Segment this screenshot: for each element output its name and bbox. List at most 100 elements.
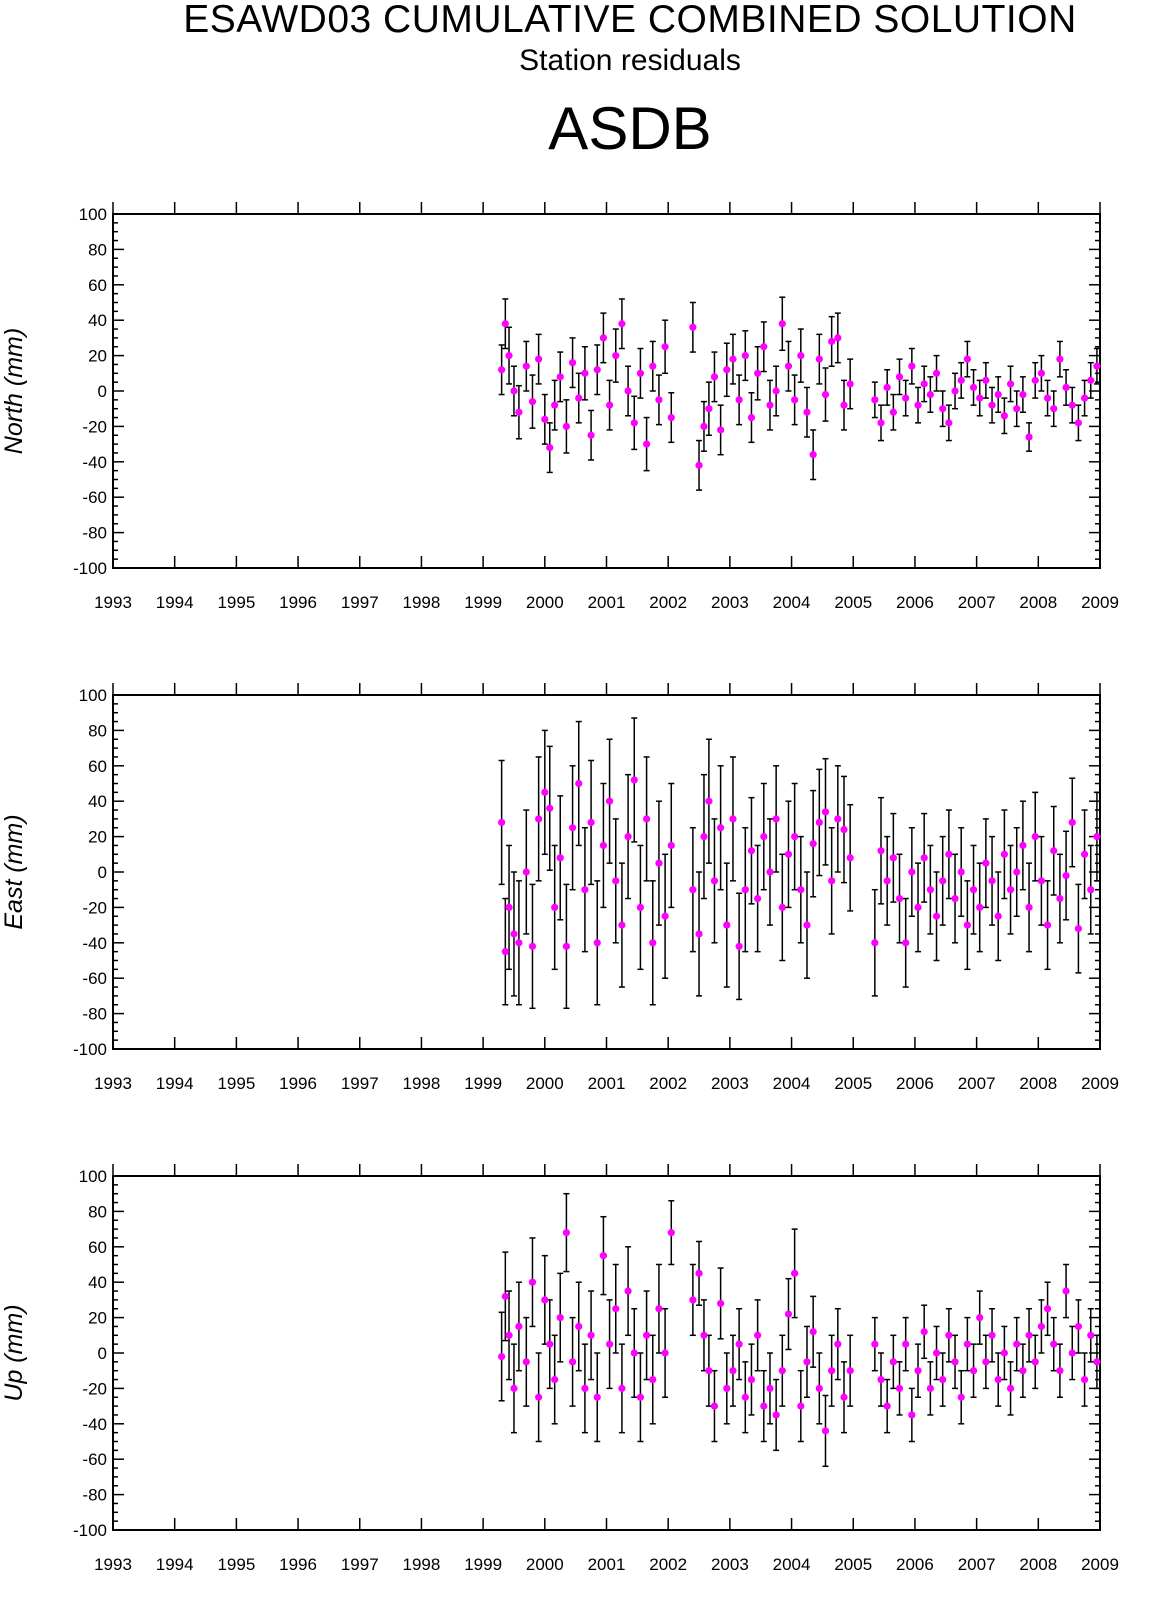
data-point	[1013, 405, 1021, 413]
data-point	[815, 818, 823, 827]
data-point	[1093, 833, 1101, 841]
data-point	[914, 903, 922, 912]
data-point	[546, 804, 554, 812]
data-point	[624, 833, 632, 841]
data-point	[969, 1367, 978, 1375]
data-point	[587, 818, 595, 827]
data-point	[994, 390, 1002, 399]
data-point	[803, 1358, 811, 1366]
data-point	[889, 854, 897, 862]
data-point	[834, 334, 842, 342]
x-tick-label: 2002	[649, 1555, 687, 1574]
data-point	[754, 369, 762, 377]
data-point	[828, 877, 836, 885]
data-point	[661, 1349, 669, 1357]
data-point	[689, 1296, 697, 1304]
x-tick-label: 2003	[711, 1074, 749, 1093]
y-tick-label: -40	[82, 453, 107, 472]
data-point	[957, 376, 965, 384]
x-tick-label: 2007	[958, 593, 996, 612]
data-point	[969, 886, 978, 894]
data-point	[505, 903, 513, 912]
x-tick-label: 1999	[464, 1074, 502, 1093]
data-point	[760, 833, 768, 841]
data-point	[636, 369, 645, 377]
data-point	[1043, 394, 1052, 402]
x-tick-label: 2001	[588, 593, 626, 612]
data-point	[902, 1340, 910, 1348]
data-point	[821, 808, 830, 816]
data-point	[729, 815, 737, 823]
data-point	[1019, 390, 1027, 399]
data-point	[902, 939, 910, 947]
y-tick-label: 0	[98, 863, 107, 882]
x-tick-label: 2003	[711, 1555, 749, 1574]
data-point	[667, 1229, 675, 1237]
panel-1: -100 -80 -60 -40 -20 0 20 40 60 80 100 1993 1994 1995…	[0, 202, 1119, 612]
data-point	[546, 1340, 554, 1348]
data-point	[908, 362, 916, 370]
x-tick-label: 1994	[156, 1555, 194, 1574]
x-tick-label: 1994	[156, 593, 194, 612]
data-point	[1068, 1349, 1076, 1357]
data-point	[735, 942, 743, 950]
data-point	[723, 1384, 731, 1392]
data-point	[729, 355, 737, 363]
data-point	[902, 394, 910, 402]
data-point	[581, 1384, 589, 1392]
data-point	[846, 380, 854, 388]
data-point	[791, 833, 799, 841]
x-tick-label: 2004	[773, 1074, 811, 1093]
data-point	[1093, 362, 1101, 370]
data-point	[568, 359, 577, 367]
data-point	[846, 854, 854, 862]
data-point	[498, 818, 506, 827]
y-tick-label: 100	[79, 205, 107, 224]
data-point	[624, 387, 632, 395]
data-point	[926, 390, 934, 399]
data-point	[735, 396, 743, 404]
x-tick-label: 1993	[94, 1074, 132, 1093]
data-point	[1013, 1340, 1021, 1348]
data-point	[501, 320, 509, 328]
data-point	[587, 431, 595, 439]
x-tick-label: 2005	[834, 1555, 872, 1574]
data-point	[556, 373, 564, 381]
data-point	[747, 1375, 756, 1384]
data-point	[505, 352, 513, 360]
x-tick-label: 1993	[94, 593, 132, 612]
data-point	[556, 1314, 564, 1322]
data-point	[926, 1384, 934, 1392]
data-point	[599, 334, 608, 342]
data-point	[551, 1375, 559, 1384]
data-point	[695, 461, 703, 469]
chart-title: ESAWD03 CUMULATIVE COMBINED SOLUTION	[183, 0, 1077, 41]
data-point	[877, 1375, 885, 1384]
x-tick-label: 2003	[711, 593, 749, 612]
data-point	[1037, 1322, 1045, 1331]
data-point	[593, 939, 601, 947]
data-point	[710, 373, 719, 381]
data-point	[778, 903, 786, 912]
plot-frame	[112, 1175, 1101, 1531]
y-axis-label: East (mm)	[0, 814, 28, 929]
data-point	[741, 886, 749, 894]
data-point	[501, 948, 509, 956]
data-point	[612, 877, 620, 885]
data-point	[642, 1331, 651, 1339]
x-tick-label: 2000	[526, 593, 564, 612]
data-point	[871, 1340, 879, 1348]
x-tick-label: 2001	[588, 1074, 626, 1093]
y-tick-label: 40	[88, 1273, 107, 1292]
data-point	[501, 1292, 509, 1300]
data-point	[1050, 847, 1058, 855]
data-point	[515, 939, 523, 947]
data-point	[1025, 433, 1033, 441]
data-point	[889, 408, 897, 416]
data-point	[809, 1328, 817, 1336]
data-point	[945, 1331, 953, 1339]
data-point	[951, 1358, 959, 1366]
y-tick-label: 60	[88, 1238, 107, 1257]
data-point	[791, 1269, 799, 1277]
x-tick-label: 1995	[217, 1074, 255, 1093]
